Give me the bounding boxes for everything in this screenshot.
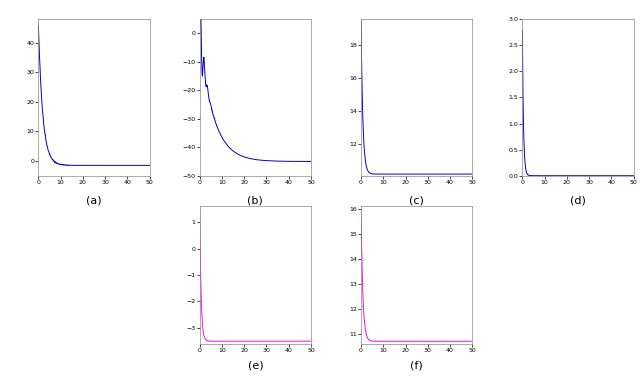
Text: (b): (b) (248, 196, 263, 206)
Text: (c): (c) (409, 196, 424, 206)
Text: (d): (d) (570, 196, 586, 206)
Text: (e): (e) (248, 361, 263, 371)
Text: (f): (f) (410, 361, 423, 371)
Text: (a): (a) (86, 196, 102, 206)
